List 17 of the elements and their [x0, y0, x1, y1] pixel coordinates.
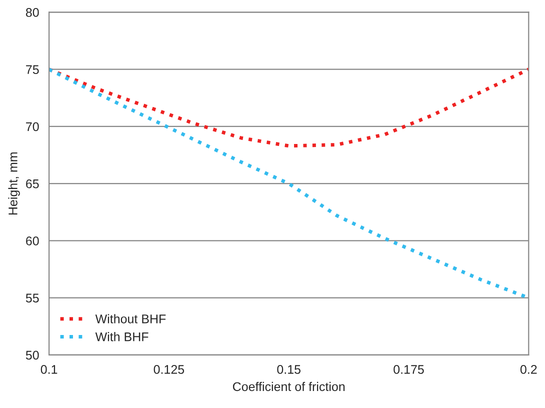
legend-label: Without BHF: [95, 314, 166, 324]
x-axis-title: Coefficient of friction: [232, 382, 345, 392]
y-tick-label: 80: [26, 8, 39, 17]
y-tick-label: 50: [26, 350, 39, 360]
y-tick-label: 75: [26, 65, 39, 74]
x-tick-label: 0.1: [40, 365, 58, 374]
y-tick-label: 65: [26, 179, 39, 188]
x-tick-label: 0.2: [520, 365, 537, 374]
y-tick-label: 55: [26, 294, 39, 302]
y-axis-title: Height, mm: [8, 152, 20, 215]
x-tick-label: 0.15: [277, 365, 300, 374]
legend-label: With BHF: [95, 332, 148, 342]
line-series: [49, 68, 529, 148]
y-tick-label: 70: [26, 122, 39, 132]
x-tick-label: 0.125: [154, 365, 184, 374]
y-tick-label: 60: [26, 236, 39, 246]
x-tick-label: 0.175: [394, 365, 424, 374]
